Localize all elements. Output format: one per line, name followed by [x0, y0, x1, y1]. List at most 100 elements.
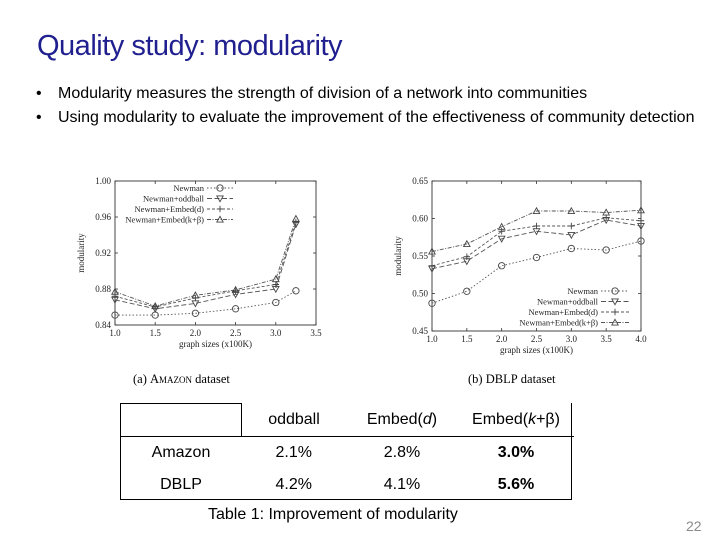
y-tick-label: 0.60	[412, 214, 428, 224]
y-tick-label: 0.45	[412, 326, 428, 336]
data-point	[568, 222, 575, 230]
series-line	[114, 218, 297, 307]
series-circle	[428, 237, 645, 307]
data-point	[602, 214, 610, 221]
y-tick-label: 0.92	[95, 248, 111, 258]
table-cell: 5.6%	[497, 476, 535, 493]
data-point	[532, 253, 541, 262]
data-point	[216, 205, 224, 213]
data-point	[533, 222, 540, 230]
legend-label: Newman	[567, 286, 598, 296]
series-plus	[111, 219, 300, 311]
caption-dataset-name: DBLP	[485, 372, 518, 386]
series-line	[431, 209, 642, 252]
data-point	[462, 239, 471, 248]
data-point	[111, 311, 119, 319]
x-tick-label: 3.5	[310, 328, 322, 338]
data-point	[428, 299, 436, 307]
bullet-dot: •	[36, 85, 42, 102]
table-cell: 4.1%	[383, 476, 421, 493]
data-point	[231, 305, 240, 313]
series-plus	[428, 214, 645, 269]
table-header-row: oddball Embed(d) Embed(k+β)	[120, 403, 574, 437]
bullet-item: • Modularity measures the strength of di…	[36, 82, 706, 106]
bullet-list: • Modularity measures the strength of di…	[36, 82, 706, 130]
data-point	[272, 281, 279, 288]
data-point	[637, 237, 645, 245]
amazon-chart: 0.84 0.88 0.92 0.96 1.00 1.0 1.5 2.0 2.5 3.0 3.5 gr…	[55, 165, 335, 370]
series-line	[114, 222, 297, 308]
x-tick-label: 2.0	[496, 334, 508, 344]
x-axis-label: graph sizes (x100K)	[500, 345, 573, 355]
table-cell: 2.8%	[383, 444, 421, 461]
data-point	[463, 287, 471, 295]
table-cell: 4.2%	[275, 476, 312, 493]
table-cell: 3.0%	[497, 444, 535, 461]
data-point	[216, 215, 224, 223]
series-line	[431, 240, 642, 304]
data-point	[637, 206, 645, 214]
chart-legend: NewmanNewman+oddballNewman+Embed(d)Newma…	[125, 183, 233, 225]
table-row-label: DBLP	[160, 476, 202, 493]
data-point	[231, 285, 240, 293]
caption-prefix: (b)	[468, 372, 483, 386]
caption-suffix: dataset	[195, 372, 230, 386]
improvement-table: oddball Embed(d) Embed(k+β) Amazon 2.1% …	[120, 403, 574, 501]
dblp-chart-svg: 0.45 0.50 0.55 0.60 0.65 1.0 1.5 2.0 2.5 3.0 3.5 4.…	[393, 176, 647, 355]
bullet-dot: •	[36, 109, 42, 126]
table-row: DBLP 4.2% 4.1% 5.6%	[121, 469, 575, 501]
y-tick-label: 0.55	[412, 251, 428, 261]
y-tick-label: 0.50	[412, 289, 428, 299]
data-point	[611, 318, 619, 326]
caption-dataset-name: Amazon	[150, 372, 193, 386]
y-tick-label: 1.00	[95, 176, 111, 186]
series-triangle-up	[111, 214, 300, 310]
x-tick-label: 1.0	[426, 334, 438, 344]
legend-label: Newman+Embed(d)	[529, 307, 599, 317]
data-point	[498, 262, 506, 270]
slide-title: Quality study: modularity	[37, 30, 343, 62]
dblp-chart: 0.45 0.50 0.55 0.60 0.65 1.0 1.5 2.0 2.5 3.0 3.5 4.…	[368, 165, 668, 370]
data-point	[567, 244, 575, 253]
table-right-border	[571, 403, 572, 500]
data-point	[292, 287, 300, 295]
data-point	[191, 309, 200, 317]
table-header-cell: Embed(d)	[346, 403, 458, 437]
x-tick-label: 3.5	[601, 334, 613, 344]
data-point	[602, 208, 611, 216]
data-point	[291, 214, 300, 222]
series-line	[431, 219, 642, 270]
x-tick-label: 1.5	[150, 328, 162, 338]
data-point	[292, 219, 300, 226]
x-tick-label: 1.0	[109, 328, 121, 338]
x-axis-label: graph sizes (x100K)	[179, 339, 252, 349]
table-header-cell: oddball	[241, 403, 346, 437]
table-caption: Table 1: Improvement of modularity	[208, 506, 458, 523]
x-tick-label: 3.0	[566, 334, 578, 344]
table-left-border	[120, 403, 121, 500]
data-point	[428, 262, 436, 269]
data-point	[567, 206, 576, 215]
data-point	[602, 246, 610, 254]
legend-label: Newman+oddball	[143, 194, 205, 204]
dblp-chart-caption: (b) DBLP dataset	[468, 372, 556, 387]
data-point	[428, 247, 436, 255]
data-point	[111, 287, 119, 295]
bullet-item: • Using modularity to evaluate the impro…	[36, 106, 706, 130]
legend-label: Newman	[173, 183, 204, 193]
legend-label: Newman+oddball	[537, 297, 599, 307]
table-row-label: Amazon	[151, 444, 211, 461]
x-tick-label: 2.5	[531, 334, 543, 344]
series-triangle-down	[111, 221, 300, 313]
x-tick-label: 2.0	[190, 328, 202, 338]
data-point	[191, 291, 200, 299]
table-bottom-border	[120, 499, 572, 500]
caption-suffix: dataset	[520, 372, 556, 386]
data-point	[151, 301, 160, 310]
y-tick-label: 0.65	[412, 176, 428, 186]
data-point	[611, 308, 619, 316]
data-point	[216, 195, 224, 203]
data-point	[497, 235, 506, 243]
amazon-chart-caption: (a) Amazon dataset	[133, 372, 230, 387]
x-tick-label: 1.5	[461, 334, 473, 344]
